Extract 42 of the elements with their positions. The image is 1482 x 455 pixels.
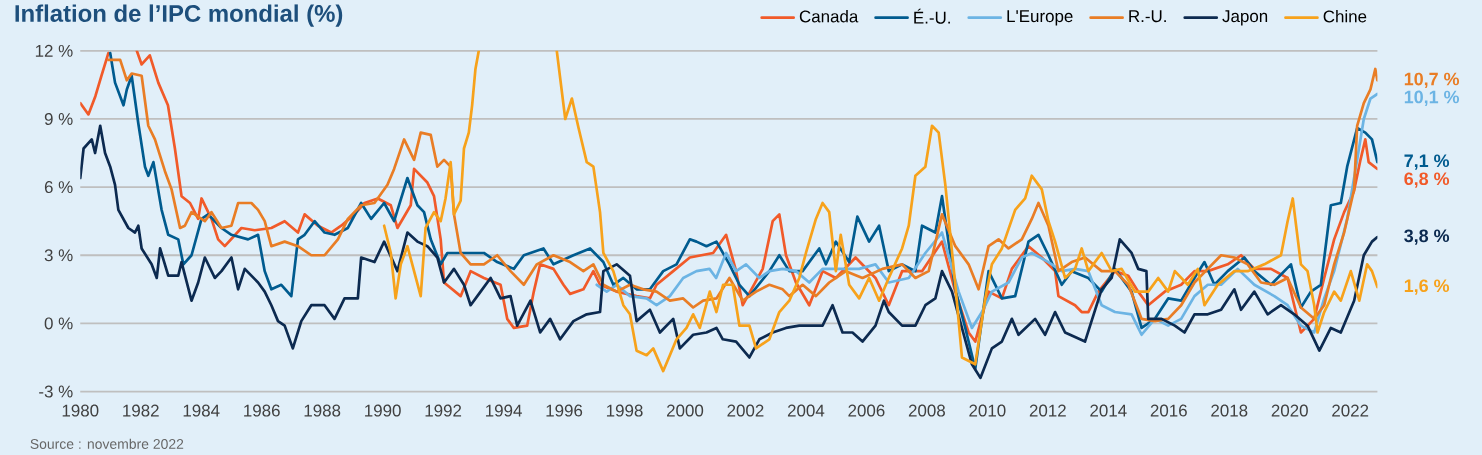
x-tick-label: 1988 (304, 404, 341, 417)
data-label: 10,1 % (1404, 90, 1460, 106)
x-tick-label: 1984 (183, 404, 220, 417)
x-tick-label: 2022 (1332, 404, 1369, 417)
y-tick-label: 3 % (44, 249, 73, 262)
x-tick-label: 1998 (606, 404, 643, 417)
data-label: 7,1 % (1404, 154, 1450, 170)
x-tick-label: 1980 (62, 404, 99, 417)
y-tick-label: 6 % (44, 180, 73, 193)
y-tick-label: -3 % (39, 385, 73, 398)
x-tick-label: 1990 (365, 404, 401, 417)
data-label: 10,7 % (1404, 72, 1460, 88)
x-tick-label: 2000 (667, 404, 704, 417)
legend-label: É.-U. (914, 8, 950, 24)
y-tick-label: 9 % (44, 112, 73, 125)
x-tick-label: 2006 (848, 404, 885, 417)
y-tick-label: 12 % (35, 44, 73, 57)
data-label: 3,8 % (1404, 229, 1450, 245)
x-tick-label: 2016 (1150, 404, 1187, 417)
legend-label: Japon (1222, 10, 1268, 26)
x-tick-label: 1994 (486, 404, 522, 417)
y-tick-label: 0 % (44, 317, 73, 330)
x-tick-label: 2004 (787, 404, 825, 417)
data-label: 1,6 % (1404, 279, 1450, 295)
x-tick-label: 2020 (1271, 404, 1308, 417)
x-tick-label: 2002 (727, 404, 764, 417)
chart-title: Inflation de l’IPC mondial (%) (15, 4, 343, 27)
x-tick-label: 1986 (244, 404, 280, 417)
x-tick-label: 2012 (1029, 404, 1066, 417)
x-tick-label: 1992 (425, 404, 462, 417)
x-tick-label: 2010 (969, 404, 1006, 417)
legend-label: L'Europe (1007, 10, 1073, 26)
x-tick-label: 2014 (1090, 404, 1127, 417)
x-tick-label: 2018 (1211, 404, 1248, 417)
legend-label: Chine (1323, 9, 1367, 23)
data-label: 6,8 % (1404, 172, 1450, 188)
legend-label: R.-U. (1129, 10, 1166, 23)
x-tick-label: 1982 (123, 404, 159, 417)
legend-label: Canada (799, 9, 859, 23)
x-tick-label: 2008 (908, 404, 945, 417)
x-tick-label: 1996 (546, 404, 583, 417)
source-note: Source : novembre 2022 (30, 438, 184, 449)
